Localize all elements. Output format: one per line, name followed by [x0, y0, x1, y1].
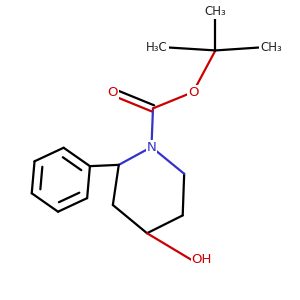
Text: CH₃: CH₃ — [260, 41, 282, 54]
Text: OH: OH — [192, 254, 212, 266]
Text: H₃C: H₃C — [146, 41, 168, 54]
Text: N: N — [147, 140, 156, 154]
Text: CH₃: CH₃ — [205, 5, 226, 18]
Text: O: O — [108, 85, 118, 98]
Text: O: O — [188, 85, 198, 98]
